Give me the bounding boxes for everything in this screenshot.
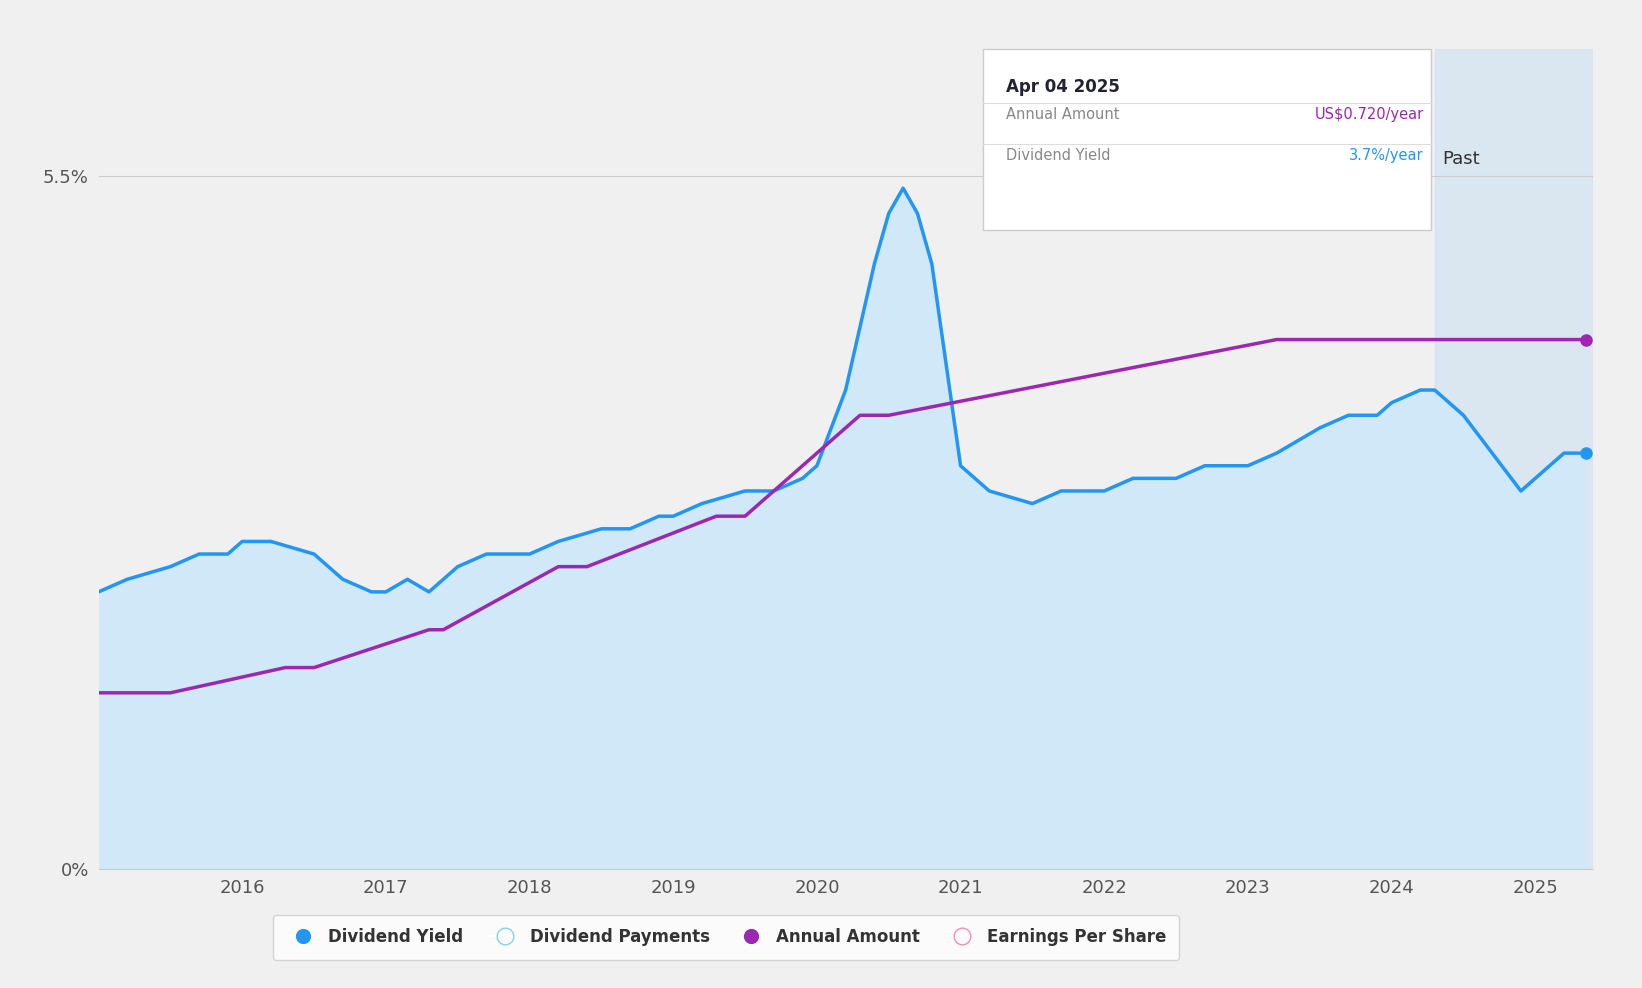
Text: Dividend Yield: Dividend Yield — [1005, 148, 1110, 163]
FancyBboxPatch shape — [984, 49, 1432, 230]
Bar — [1435, 49, 1593, 869]
Text: 3.7%/year: 3.7%/year — [1350, 148, 1424, 163]
Text: US$0.720/year: US$0.720/year — [1315, 107, 1424, 122]
Text: Apr 04 2025: Apr 04 2025 — [1005, 78, 1120, 96]
Text: Past: Past — [1442, 150, 1479, 168]
Legend: Dividend Yield, Dividend Payments, Annual Amount, Earnings Per Share: Dividend Yield, Dividend Payments, Annua… — [273, 915, 1179, 959]
Text: Annual Amount: Annual Amount — [1005, 107, 1118, 122]
